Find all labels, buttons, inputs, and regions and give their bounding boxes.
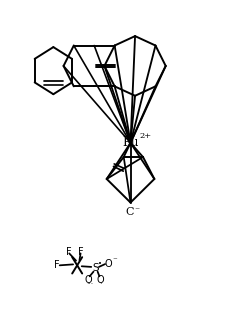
- Text: F: F: [79, 247, 84, 257]
- Text: F: F: [66, 247, 71, 257]
- Text: •: •: [98, 261, 102, 268]
- Text: C: C: [125, 207, 134, 217]
- Text: ⁻: ⁻: [135, 206, 140, 215]
- Text: O: O: [96, 275, 104, 285]
- Text: S: S: [92, 263, 99, 273]
- Text: F: F: [54, 260, 60, 270]
- Text: ···: ···: [86, 280, 93, 289]
- Text: O: O: [104, 259, 112, 269]
- Text: O: O: [85, 275, 92, 285]
- Text: Ru: Ru: [122, 136, 139, 149]
- Text: ·: ·: [100, 280, 102, 289]
- Text: 2+: 2+: [139, 132, 151, 140]
- Text: ⁻: ⁻: [113, 256, 117, 265]
